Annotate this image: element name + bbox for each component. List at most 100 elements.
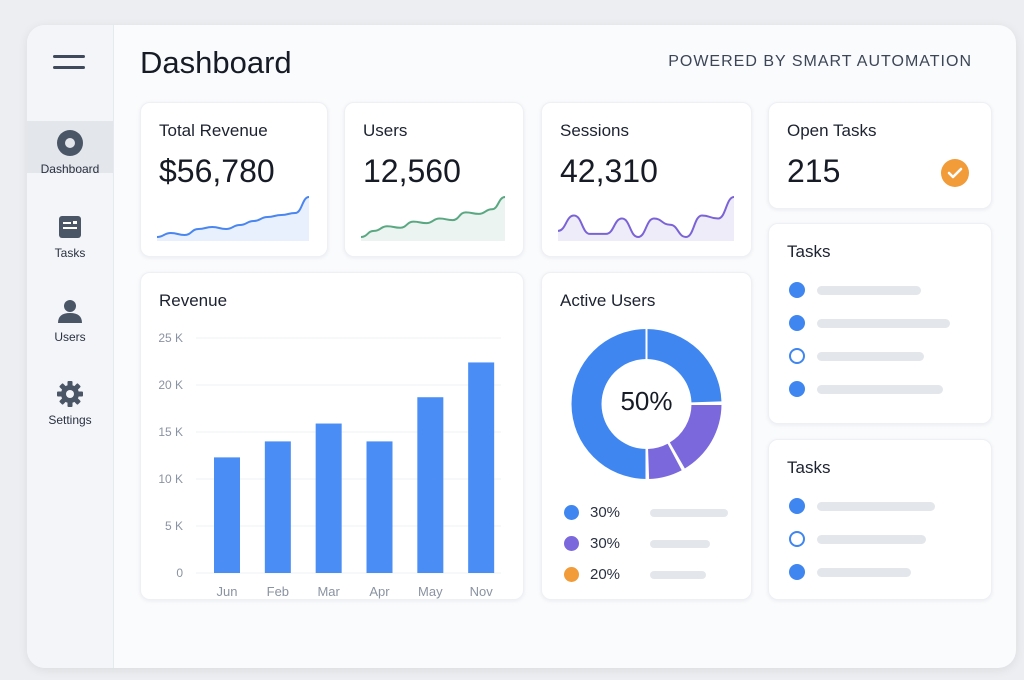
legend-dot [564, 536, 579, 551]
x-tick-label: Mar [317, 584, 340, 599]
sidebar-item-dashboard[interactable]: Dashboard [27, 121, 113, 176]
y-tick-label: 5 K [165, 519, 183, 533]
bar [366, 441, 393, 573]
legend-dot [564, 567, 579, 582]
gear-icon [57, 381, 83, 407]
sparkline-revenue [156, 196, 310, 241]
chart-title: Revenue [159, 291, 228, 310]
task-item[interactable] [789, 381, 969, 399]
task-item[interactable] [789, 348, 969, 366]
task-status-dot[interactable] [789, 282, 805, 298]
sidebar-item-settings[interactable]: Settings [27, 372, 113, 427]
bar [214, 457, 240, 573]
sparkline-line [557, 196, 735, 239]
sidebar: Dashboard Tasks Users [27, 25, 114, 668]
task-bar [817, 286, 921, 295]
task-status-dot[interactable] [789, 498, 805, 514]
revenue-chart-card: Revenue 0 5 K 10 K 15 K 20 K 25 K Jun Feb Mar Apr… [140, 272, 524, 600]
task-bar [817, 385, 943, 394]
legend-label: 20% [590, 566, 621, 583]
donut-segment-blue-right [646, 329, 722, 403]
stat-card-sessions[interactable]: Sessions 42,310 [541, 102, 752, 257]
sparkline-area [361, 197, 505, 241]
tasks-icon [59, 216, 81, 238]
bar [468, 362, 495, 573]
legend-bar [650, 571, 706, 579]
dashboard-icon [57, 130, 83, 156]
stat-title: Users [363, 121, 408, 140]
active-users-card: Active Users 50% 30% 30% 20% [541, 272, 752, 600]
task-item[interactable] [789, 282, 969, 300]
task-status-dot[interactable] [789, 381, 805, 397]
task-bar [817, 352, 924, 361]
task-status-dot[interactable] [789, 315, 805, 331]
bar [315, 423, 342, 573]
tasks-title: Tasks [787, 458, 831, 477]
legend-label: 30% [590, 504, 621, 521]
task-status-dot[interactable] [789, 564, 805, 580]
legend-bar [650, 540, 710, 548]
donut-segment-purple-left [648, 443, 682, 479]
stat-value: 215 [787, 153, 841, 189]
x-tick-label: Feb [267, 584, 289, 599]
y-tick-label: 0 [176, 566, 183, 580]
y-tick-label: 15 K [158, 425, 183, 439]
bar [264, 441, 291, 573]
x-tick-label: May [418, 584, 443, 599]
task-item[interactable] [789, 531, 969, 549]
sparkline-sessions [557, 196, 735, 241]
task-status-dot[interactable] [789, 348, 805, 364]
app-window: Dashboard Tasks Users [27, 25, 1016, 668]
legend-label: 30% [590, 535, 621, 552]
y-tick-label: 25 K [158, 331, 183, 345]
donut-segment-purple [669, 404, 722, 469]
active-users-title: Active Users [560, 291, 656, 310]
tasks-card-1: Tasks [768, 223, 992, 424]
sidebar-item-label: Settings [48, 413, 92, 427]
donut-segment-blue [571, 329, 647, 479]
stat-card-users[interactable]: Users 12,560 [344, 102, 524, 257]
donut-separator [667, 441, 686, 471]
x-tick-label: Apr [369, 584, 390, 599]
user-icon [58, 300, 82, 323]
task-bar [817, 535, 926, 544]
x-tick-label: Jun [217, 584, 238, 599]
task-item[interactable] [789, 315, 969, 333]
sidebar-item-label: Dashboard [40, 162, 100, 176]
revenue-bar-chart: 0 5 K 10 K 15 K 20 K 25 K Jun Feb Mar Apr May Nov [158, 331, 501, 599]
check-icon [941, 159, 969, 187]
task-bar [817, 502, 935, 511]
sparkline-area [558, 197, 734, 241]
x-tick-label: Nov [470, 584, 494, 599]
sidebar-item-label: Users [54, 330, 86, 344]
page-title: Dashboard [140, 45, 292, 80]
sidebar-item-label: Tasks [54, 246, 86, 260]
task-status-dot[interactable] [789, 531, 805, 547]
task-bar [817, 319, 950, 328]
sparkline-line [156, 196, 310, 238]
sidebar-item-users[interactable]: Users [27, 289, 113, 344]
stat-card-open-tasks[interactable]: Open Tasks 215 [768, 102, 992, 209]
stat-title: Open Tasks [787, 121, 877, 140]
legend-dot [564, 505, 579, 520]
task-item[interactable] [789, 498, 969, 516]
legend-bar [650, 509, 728, 517]
stat-title: Sessions [560, 121, 629, 140]
sidebar-item-tasks[interactable]: Tasks [27, 205, 113, 260]
powered-by-label: POWERED BY SMART AUTOMATION [668, 53, 972, 70]
stat-value: 12,560 [363, 153, 461, 189]
task-item[interactable] [789, 564, 969, 582]
stat-card-total-revenue[interactable]: Total Revenue $56,780 [140, 102, 328, 257]
active-users-donut [571, 328, 723, 480]
y-tick-label: 20 K [158, 378, 183, 392]
sparkline-line [360, 196, 506, 238]
tasks-title: Tasks [787, 242, 831, 261]
task-bar [817, 568, 911, 577]
bar [417, 397, 444, 573]
stat-title: Total Revenue [159, 121, 268, 140]
y-tick-label: 10 K [158, 472, 183, 486]
stat-value: $56,780 [159, 153, 275, 189]
menu-icon[interactable] [53, 55, 85, 71]
stat-value: 42,310 [560, 153, 658, 189]
donut-center-label: 50% [620, 386, 673, 416]
